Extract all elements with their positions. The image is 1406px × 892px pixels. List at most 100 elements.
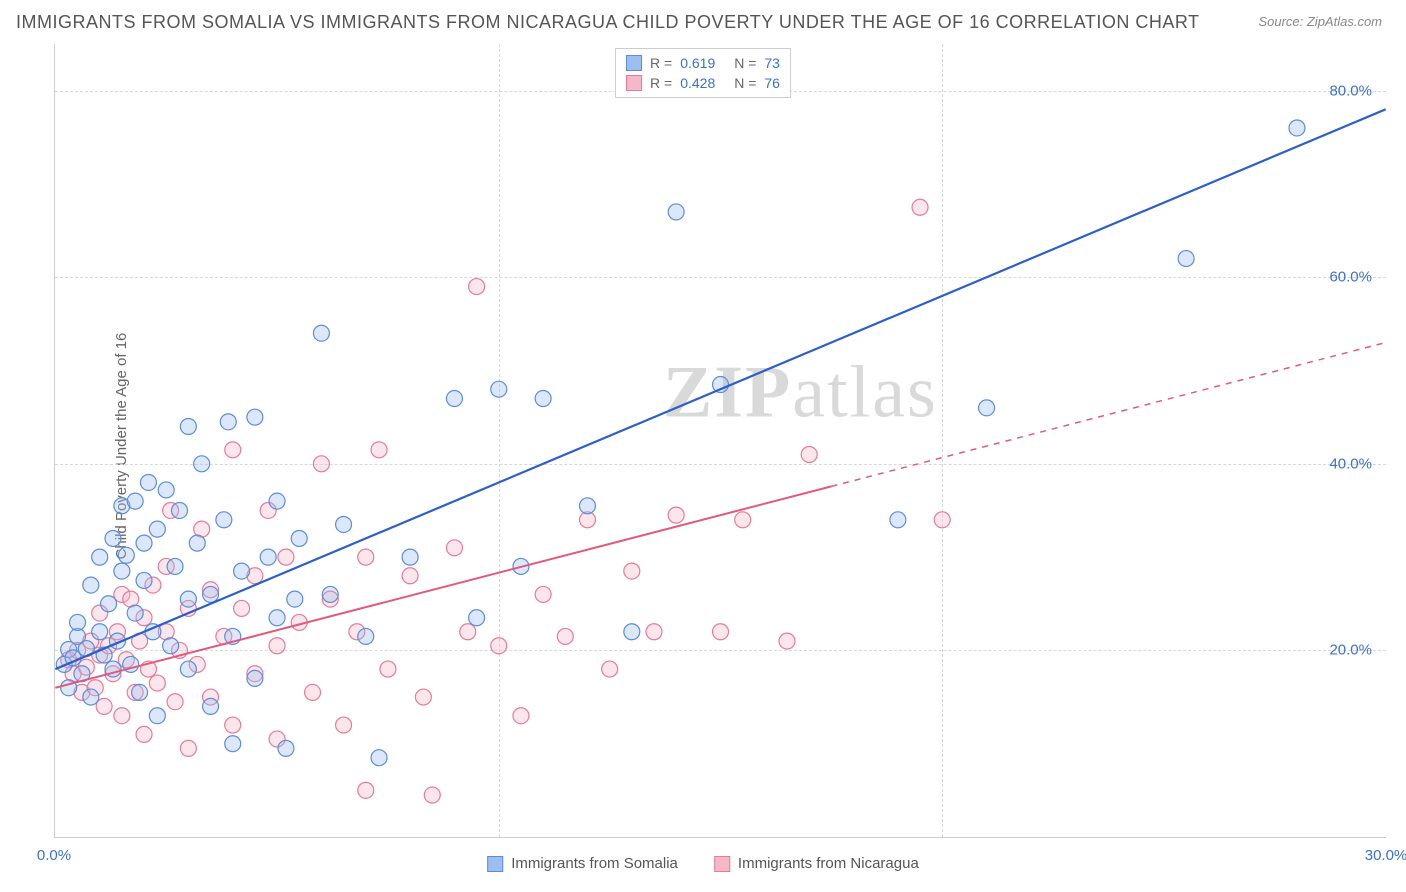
scatter-point <box>491 381 507 397</box>
scatter-point <box>535 391 551 407</box>
scatter-point <box>83 689 99 705</box>
scatter-point <box>225 442 241 458</box>
scatter-point <box>216 512 232 528</box>
scatter-point <box>801 447 817 463</box>
scatter-point <box>269 610 285 626</box>
series-legend-label: Immigrants from Nicaragua <box>738 855 919 872</box>
scatter-point <box>336 717 352 733</box>
legend-swatch <box>487 856 503 872</box>
scatter-point <box>234 600 250 616</box>
scatter-point <box>149 708 165 724</box>
legend-r-label: R = <box>650 55 672 71</box>
trend-line <box>55 109 1385 669</box>
scatter-point <box>535 586 551 602</box>
scatter-point <box>92 624 108 640</box>
series-legend-item: Immigrants from Nicaragua <box>714 855 919 872</box>
scatter-point <box>668 204 684 220</box>
scatter-point <box>149 521 165 537</box>
chart-source: Source: ZipAtlas.com <box>1258 14 1382 29</box>
legend-swatch <box>626 75 642 91</box>
scatter-point <box>278 740 294 756</box>
scatter-point <box>247 409 263 425</box>
scatter-point <box>287 591 303 607</box>
scatter-point <box>180 419 196 435</box>
scatter-point <box>602 661 618 677</box>
correlation-legend: R = 0.619 N = 73 R = 0.428 N = 76 <box>615 48 791 98</box>
series-legend-label: Immigrants from Somalia <box>511 855 678 872</box>
scatter-point <box>415 689 431 705</box>
scatter-point <box>322 586 338 602</box>
scatter-point <box>92 549 108 565</box>
scatter-point <box>149 675 165 691</box>
scatter-point <box>557 628 573 644</box>
scatter-point <box>358 628 374 644</box>
scatter-point <box>70 614 86 630</box>
scatter-point <box>269 493 285 509</box>
scatter-point <box>912 199 928 215</box>
scatter-svg <box>55 44 1386 837</box>
scatter-point <box>140 474 156 490</box>
legend-n-label: N = <box>734 75 756 91</box>
scatter-point <box>136 572 152 588</box>
scatter-point <box>136 726 152 742</box>
legend-swatch <box>714 856 730 872</box>
scatter-point <box>114 563 130 579</box>
scatter-point <box>469 279 485 295</box>
scatter-point <box>779 633 795 649</box>
scatter-point <box>247 670 263 686</box>
scatter-point <box>735 512 751 528</box>
scatter-point <box>105 530 121 546</box>
scatter-point <box>180 591 196 607</box>
legend-n-value: 76 <box>764 75 780 91</box>
scatter-point <box>167 558 183 574</box>
scatter-point <box>358 549 374 565</box>
series-legend: Immigrants from Somalia Immigrants from N… <box>487 855 919 872</box>
scatter-point <box>136 535 152 551</box>
scatter-point <box>460 624 476 640</box>
legend-n-label: N = <box>734 55 756 71</box>
scatter-point <box>180 661 196 677</box>
scatter-point <box>934 512 950 528</box>
scatter-point <box>114 708 130 724</box>
scatter-point <box>668 507 684 523</box>
scatter-point <box>646 624 662 640</box>
x-tick-label: 0.0% <box>37 847 71 864</box>
scatter-point <box>127 605 143 621</box>
scatter-point <box>513 708 529 724</box>
scatter-point <box>491 638 507 654</box>
scatter-point <box>203 698 219 714</box>
scatter-point <box>234 563 250 579</box>
scatter-point <box>358 782 374 798</box>
scatter-point <box>83 577 99 593</box>
scatter-point <box>713 624 729 640</box>
scatter-point <box>118 547 134 563</box>
scatter-point <box>189 535 205 551</box>
scatter-point <box>167 694 183 710</box>
scatter-point <box>225 736 241 752</box>
scatter-point <box>371 442 387 458</box>
scatter-point <box>979 400 995 416</box>
chart-plot-area: ZIPatlas 20.0%40.0%60.0%80.0% <box>54 44 1386 838</box>
scatter-point <box>469 610 485 626</box>
scatter-point <box>624 563 640 579</box>
x-tick-label: 30.0% <box>1365 847 1406 864</box>
scatter-point <box>132 684 148 700</box>
legend-n-value: 73 <box>764 55 780 71</box>
scatter-point <box>220 414 236 430</box>
scatter-point <box>225 717 241 733</box>
scatter-point <box>1178 251 1194 267</box>
scatter-point <box>158 482 174 498</box>
scatter-point <box>380 661 396 677</box>
legend-r-value: 0.428 <box>680 75 726 91</box>
scatter-point <box>163 638 179 654</box>
scatter-point <box>291 530 307 546</box>
legend-r-value: 0.619 <box>680 55 726 71</box>
trend-line-extrapolated <box>831 343 1385 487</box>
legend-row: R = 0.619 N = 73 <box>626 53 780 73</box>
scatter-point <box>446 540 462 556</box>
legend-r-label: R = <box>650 75 672 91</box>
scatter-point <box>579 498 595 514</box>
scatter-point <box>194 456 210 472</box>
series-legend-item: Immigrants from Somalia <box>487 855 678 872</box>
scatter-point <box>446 391 462 407</box>
